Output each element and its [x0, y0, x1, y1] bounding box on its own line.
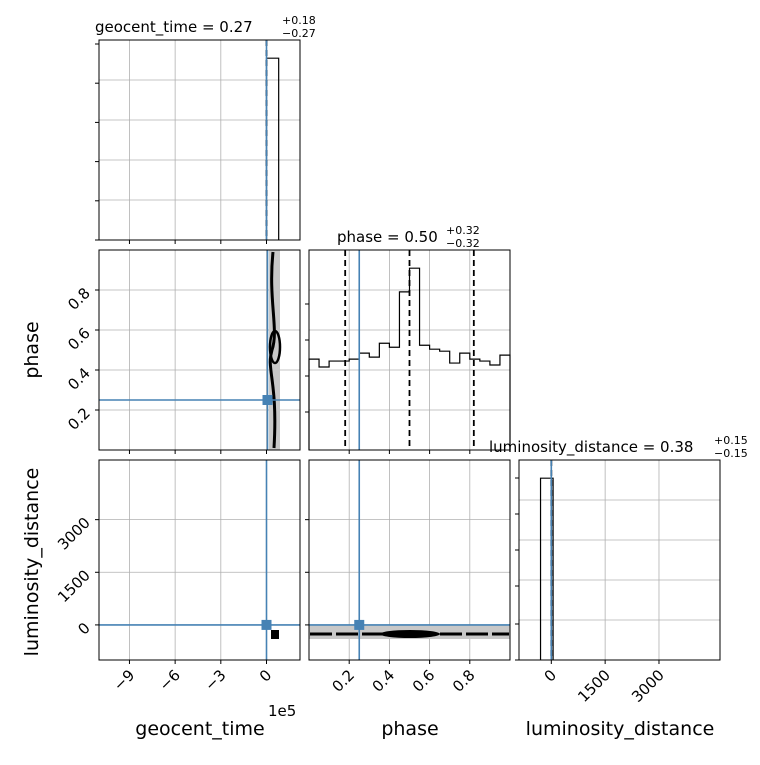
panel-ld-vs-geocent-time: [98, 459, 301, 661]
density-band: [269, 250, 280, 450]
panel-phase-vs-geocent-time: [98, 249, 301, 451]
grid-geocent-time-hist: [99, 40, 300, 240]
x-tick-label: 0.8: [449, 666, 479, 696]
y-axis-label-luminosity-distance: luminosity_distance: [21, 468, 43, 657]
ld-title-sub: −0.15: [714, 447, 748, 460]
x-axis-label-phase: phase: [381, 718, 438, 740]
geocent-time-title: geocent_time = 0.27: [95, 18, 253, 37]
y-tick-label: 0.6: [64, 324, 94, 354]
y-tick-label: 3000: [54, 514, 94, 554]
truth-point: [354, 619, 365, 630]
truth-point: [262, 395, 273, 405]
x-axis-label-geocent-time: geocent_time: [135, 718, 264, 740]
phase-title-sub: −0.32: [446, 237, 480, 250]
contour: [268, 329, 282, 365]
y-tick-label: 1500: [54, 566, 94, 606]
x-tick-label: −9: [110, 666, 138, 694]
x-tick-label: −3: [201, 666, 229, 694]
phase-title: phase = 0.50: [337, 228, 438, 246]
ld-title: luminosity_distance = 0.38: [489, 438, 693, 457]
truth-point: [261, 619, 272, 630]
ld-title-sup: +0.15: [714, 434, 748, 447]
x-tick-label: 3000: [628, 666, 668, 706]
geocent-time-hist-step: [265, 57, 280, 240]
geocent-time-title-sup: +0.18: [282, 14, 316, 27]
x-tick-label: 0.4: [369, 666, 399, 696]
x-tick-label: −6: [156, 666, 184, 694]
panel-phase-hist: [308, 249, 511, 451]
grid-ld-vs-geocent: [99, 460, 300, 660]
phase-title-sup: +0.32: [446, 224, 480, 237]
density-patch: [271, 630, 279, 639]
y-tick-label: 0.4: [64, 364, 94, 394]
panel-ld-vs-phase: [308, 459, 511, 661]
y-tick-label: 0.8: [64, 284, 94, 314]
panel-ld-hist: [518, 459, 721, 661]
x-tick-label: 0: [256, 666, 275, 685]
contour: [380, 630, 440, 638]
x-tick-label: 0.6: [409, 666, 439, 696]
y-tick-label: 0: [74, 619, 93, 638]
x-tick-label: 1500: [574, 666, 614, 706]
y-tick-label: 0.2: [64, 404, 94, 434]
geocent-time-title-sub: −0.27: [282, 27, 316, 40]
grid-phase-vs-geocent: [99, 250, 300, 450]
x-axis-label-luminosity-distance: luminosity_distance: [526, 718, 715, 740]
y-axis-label-phase: phase: [21, 321, 43, 378]
grid-ld-hist: [519, 460, 720, 660]
ld-hist-step: [539, 477, 554, 660]
x-tick-label: 0.2: [328, 666, 358, 696]
panel-geocent-time-hist: [98, 39, 301, 241]
geocent-time-offset: 1e5: [268, 702, 296, 720]
x-tick-label: 0: [541, 666, 560, 685]
